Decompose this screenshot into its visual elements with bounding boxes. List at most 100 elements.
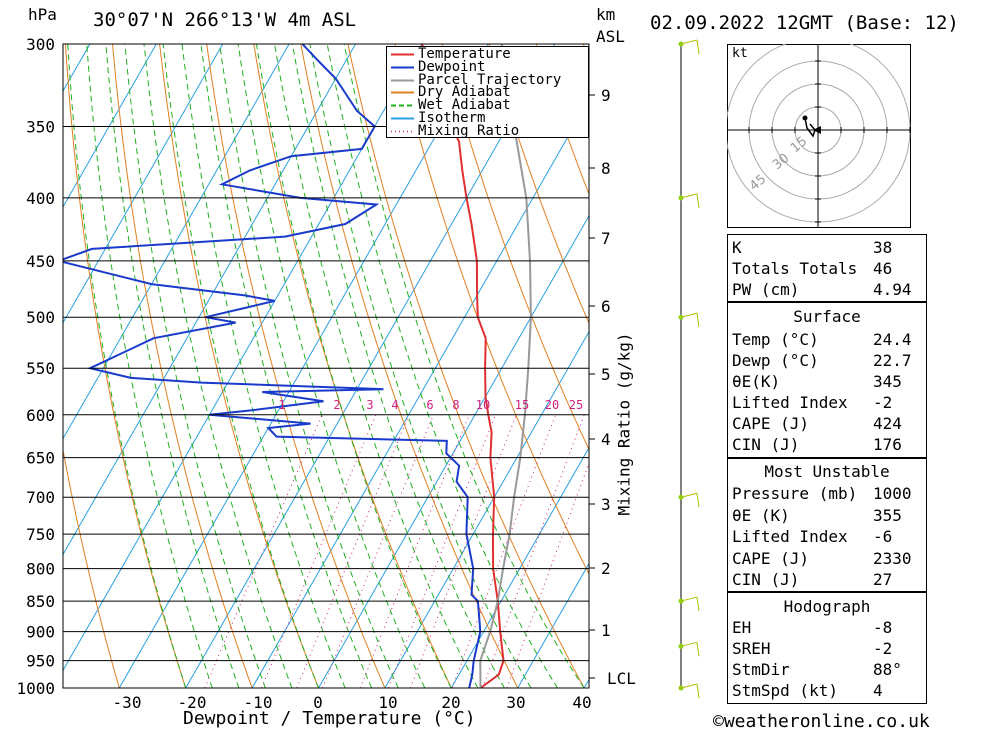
datetime-title: 02.09.2022 12GMT (Base: 12) — [650, 12, 959, 34]
hodo-sreh: SREH -2 — [732, 639, 893, 658]
temperature-tick-label: 20 — [441, 693, 460, 712]
mixing-ratio-line — [261, 414, 377, 688]
legend-label: Isotherm — [418, 110, 486, 126]
km-tick-label: LCL — [607, 669, 636, 688]
wet-adiabat-line — [143, 44, 293, 688]
mixing-ratio-label: 6 — [426, 398, 433, 412]
km-tick-label: 1 — [601, 621, 611, 640]
pressure-tick-label: 850 — [26, 592, 55, 611]
temperature-tick-label: 30 — [506, 693, 525, 712]
temperature-tick-label: 40 — [572, 693, 591, 712]
mu-thetae: θE (K) 355 — [732, 506, 902, 525]
index-pw: PW (cm) 4.94 — [732, 280, 912, 299]
storm-motion-marker — [813, 126, 821, 134]
temperature-tick-label: -10 — [244, 693, 273, 712]
index-tt: Totals Totals 46 — [732, 259, 893, 278]
isotherm-line — [251, 99, 589, 688]
km-tick-label: 3 — [601, 495, 611, 514]
surface-dewp: Dewp (°C) 22.7 — [732, 351, 912, 370]
legend-swatch — [391, 79, 414, 82]
pressure-tick-label: 750 — [26, 525, 55, 544]
pressure-tick-label: 350 — [26, 117, 55, 136]
wet-adiabat-line — [124, 44, 266, 688]
wet-adiabat-line — [67, 44, 187, 688]
hodo-eh: EH -8 — [732, 618, 893, 637]
isotherm-line — [118, 44, 489, 688]
isotherm-line — [185, 44, 556, 688]
wind-barb-staff — [680, 683, 698, 689]
hodograph-trace — [804, 117, 816, 138]
parcel-trajectory-profile — [479, 44, 532, 688]
legend-label: Parcel Trajectory — [418, 71, 562, 88]
isotherm-line — [0, 44, 24, 688]
wind-barb-flag — [696, 493, 700, 508]
wind-barb-staff — [680, 596, 698, 602]
isotherm-line — [63, 44, 224, 324]
mixing-ratio-line — [506, 461, 589, 688]
isotherm-line — [63, 44, 356, 556]
wind-barb-flag — [696, 683, 700, 699]
surface-li: Lifted Index -2 — [732, 393, 893, 412]
legend-swatch — [391, 104, 414, 107]
pressure-tick-label: 400 — [26, 189, 55, 208]
temperature-tick-label: 10 — [378, 693, 397, 712]
wind-barb-staff — [680, 193, 698, 199]
pressure-tick-label: 900 — [26, 623, 55, 642]
surface-panel: Surface Temp (°C) 24.4 Dewp (°C) 22.7 θE(K… — [727, 302, 927, 458]
isotherm-line — [63, 44, 157, 208]
mu-li: Lifted Index -6 — [732, 527, 893, 546]
hodograph-unit: kt — [732, 46, 748, 61]
surface-cape: CAPE (J) 424 — [732, 414, 902, 433]
mu-cin: CIN (J) 27 — [732, 570, 893, 589]
hodograph-start-dot — [802, 115, 808, 121]
legend-swatch — [391, 91, 414, 94]
indices-panel: K 38 Totals Totals 46 PW (cm) 4.94 — [727, 234, 927, 302]
pressure-tick-label: 500 — [26, 308, 55, 327]
isotherm-line — [384, 330, 589, 688]
mixing-ratio-line — [322, 414, 434, 688]
temperature-profile — [420, 44, 505, 688]
dry-adiabat-line — [159, 44, 319, 688]
hodo-stmspd: StmSpd (kt) 4 — [732, 681, 883, 700]
wind-barb-staff — [680, 641, 698, 647]
temperature-tick-label: -20 — [178, 693, 207, 712]
km-tick-label: 8 — [601, 159, 611, 178]
mixing-ratio-label: 3 — [366, 398, 373, 412]
pressure-tick-label: 800 — [26, 560, 55, 579]
isotherm-line — [517, 562, 589, 688]
wet-adiabat-line — [256, 44, 452, 688]
wet-adiabat-line — [237, 44, 426, 688]
legend-label: Dry Adiabat — [418, 84, 511, 101]
surface-title: Surface — [793, 307, 861, 326]
legend-swatch — [391, 117, 414, 120]
wet-adiabat-line — [219, 44, 399, 688]
legend-label: Temperature — [418, 46, 511, 62]
isotherm-line — [450, 446, 589, 688]
legend-swatch — [391, 53, 414, 56]
pressure-tick-label: 950 — [26, 652, 55, 671]
mixing-ratio-label: 8 — [452, 398, 459, 412]
mixing-ratio-label: 1 — [278, 398, 285, 412]
mixing-ratio-line — [387, 414, 496, 688]
dewpoint-profile — [63, 44, 482, 688]
wind-barb-staff — [680, 312, 698, 318]
hodograph-stats-panel: Hodograph EH -8 SREH -2 StmDir 88° StmSpd (… — [727, 592, 927, 704]
pressure-unit: hPa — [28, 5, 57, 24]
km-tick-label: 2 — [601, 559, 611, 578]
legend-swatch — [391, 130, 414, 133]
wet-adiabat-line — [326, 44, 558, 688]
mixing-ratio-label: 25 — [569, 398, 583, 412]
isotherm-line — [63, 44, 423, 672]
wind-barb-staff — [680, 39, 698, 45]
x-axis-label: Dewpoint / Temperature (°C) — [183, 708, 476, 729]
isotherm-line — [318, 214, 589, 688]
credit-link[interactable]: ©weatheronline.co.uk — [713, 711, 930, 732]
surface-thetae: θE(K) 345 — [732, 372, 902, 391]
legend-label: Wet Adiabat — [418, 97, 511, 114]
legend-swatch — [391, 66, 414, 69]
km-tick-label: 4 — [601, 430, 611, 449]
pressure-tick-label: 650 — [26, 449, 55, 468]
mixing-ratio-line — [451, 414, 557, 688]
